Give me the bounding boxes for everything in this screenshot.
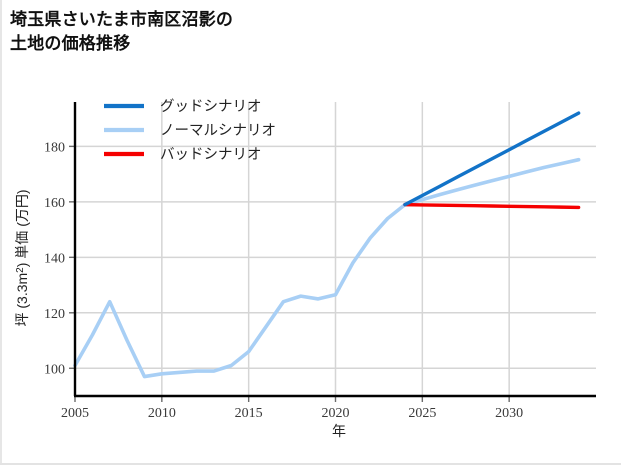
- bottom-border-rule: [0, 463, 621, 465]
- y-tick-label: 100: [44, 362, 65, 377]
- page-title-line1: 埼玉県さいたま市南区沼影の: [10, 10, 234, 29]
- x-tick-label: 2015: [235, 406, 263, 421]
- page-title: 埼玉県さいたま市南区沼影の 土地の価格推移: [10, 8, 233, 56]
- series-line-bad: [403, 202, 581, 210]
- x-tick-label: 2010: [148, 406, 176, 421]
- x-tick-label: 2025: [408, 406, 436, 421]
- y-tick-label: 160: [44, 196, 65, 211]
- y-axis-title-superscript: 2: [15, 267, 26, 273]
- y-tick-label: 120: [44, 307, 65, 322]
- page-title-line2: 土地の価格推移: [10, 34, 131, 54]
- y-axis-title-part2: ) 単価 (万円): [14, 189, 30, 267]
- legend-label-normal: ノーマルシナリオ: [160, 123, 276, 139]
- y-axis-title: 坪 (3.3m2) 単価 (万円): [14, 189, 30, 326]
- y-tick-labels: 100 120 140 160 180: [44, 140, 65, 377]
- legend-label-good: グッドシナリオ: [160, 98, 262, 115]
- x-tick-label: 2020: [322, 406, 350, 421]
- series-line-good: [403, 111, 581, 207]
- y-tick-label: 180: [44, 140, 65, 155]
- series-line-normal: [73, 157, 581, 379]
- x-tick-label: 2005: [61, 406, 89, 421]
- x-tick-label: 2030: [495, 406, 523, 421]
- y-axis-title-text: 坪 (3.3m2) 単価 (万円): [14, 189, 30, 326]
- x-axis-title: 年: [332, 423, 346, 439]
- series-lines: [73, 111, 581, 379]
- x-tick-labels: 2005 2010 2015 2020 2025 2030: [61, 406, 523, 421]
- left-border-rule: [0, 0, 2, 463]
- y-axis-title-part1: 坪 (3.3m: [14, 273, 30, 327]
- legend-label-bad: バッドシナリオ: [160, 147, 262, 163]
- y-tick-label: 140: [44, 251, 65, 266]
